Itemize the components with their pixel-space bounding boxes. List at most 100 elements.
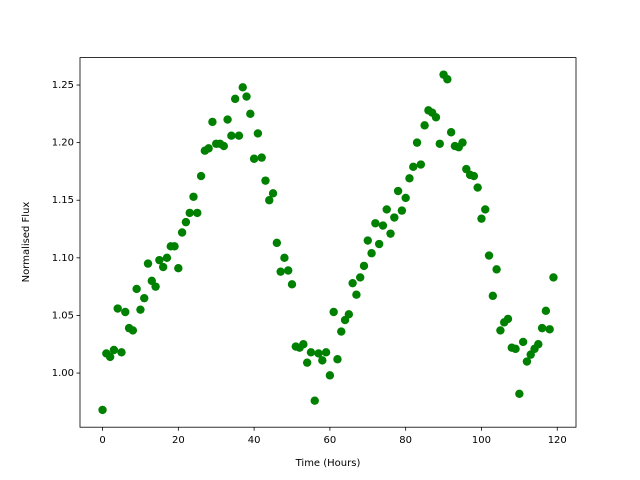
point <box>393 186 403 196</box>
point <box>374 239 384 249</box>
point <box>284 266 293 275</box>
point <box>302 358 312 367</box>
point <box>492 265 501 274</box>
point <box>333 355 342 364</box>
point <box>253 129 263 138</box>
point <box>299 340 308 349</box>
point <box>109 345 119 355</box>
point <box>227 131 236 140</box>
point <box>458 138 467 147</box>
point <box>416 160 426 169</box>
point <box>261 176 270 185</box>
point <box>140 293 149 303</box>
x-tick-label: 120 <box>548 435 567 446</box>
point <box>344 310 354 319</box>
x-axis-label: Time (Hours) <box>295 458 361 469</box>
x-tick-label: 20 <box>172 435 185 446</box>
point <box>189 192 198 201</box>
point <box>488 291 498 301</box>
point <box>534 340 543 349</box>
point <box>511 344 520 354</box>
point <box>522 357 532 366</box>
x-tick-label: 40 <box>248 435 261 446</box>
point <box>537 323 547 333</box>
point <box>219 141 228 151</box>
point <box>481 205 490 214</box>
point <box>325 371 335 380</box>
point <box>155 255 164 265</box>
point <box>367 249 376 258</box>
point <box>151 282 160 291</box>
point <box>484 251 494 260</box>
point <box>121 307 130 317</box>
point <box>98 405 107 415</box>
point <box>348 278 357 288</box>
point <box>477 214 486 223</box>
point <box>469 171 479 181</box>
point <box>177 228 187 237</box>
point <box>382 205 391 214</box>
point <box>204 144 213 153</box>
point <box>272 238 282 248</box>
point <box>238 83 247 92</box>
point <box>242 92 251 101</box>
y-tick-label: 1.25 <box>52 80 74 91</box>
point <box>518 337 528 347</box>
point <box>409 162 418 172</box>
point <box>545 325 554 334</box>
point <box>181 217 191 227</box>
point <box>246 109 255 119</box>
point <box>193 208 202 218</box>
point <box>446 128 456 137</box>
point <box>435 139 444 148</box>
y-tick-label: 1.20 <box>52 138 74 149</box>
axes-frame <box>79 57 577 428</box>
point <box>378 221 388 230</box>
point <box>128 326 138 335</box>
point <box>117 348 126 357</box>
point <box>310 396 319 405</box>
point <box>363 236 372 245</box>
point <box>503 314 513 324</box>
y-tick-label: 1.05 <box>52 310 74 321</box>
point <box>420 121 429 130</box>
point <box>386 229 395 238</box>
point <box>401 193 410 203</box>
point <box>359 261 369 271</box>
point <box>136 305 145 314</box>
point <box>314 349 323 358</box>
point <box>541 306 551 316</box>
point <box>105 352 115 362</box>
point <box>329 307 338 317</box>
point <box>280 253 289 263</box>
point <box>397 206 407 215</box>
point <box>143 259 153 268</box>
point <box>174 264 183 273</box>
point <box>185 208 194 218</box>
point <box>162 253 172 263</box>
point <box>158 262 168 272</box>
point <box>234 131 244 140</box>
point <box>321 348 331 357</box>
point <box>549 273 558 282</box>
point <box>473 183 482 192</box>
point <box>356 273 365 282</box>
point <box>287 280 297 289</box>
point <box>515 389 524 398</box>
y-tick-label: 1.15 <box>52 195 74 206</box>
point <box>318 356 327 365</box>
point <box>352 290 361 299</box>
point <box>230 94 240 104</box>
x-tick-label: 80 <box>399 435 412 446</box>
y-tick-label: 1.00 <box>52 368 74 379</box>
point <box>337 327 346 336</box>
point <box>276 267 285 276</box>
y-tick-label: 1.10 <box>52 253 74 264</box>
point <box>268 189 278 198</box>
point <box>196 171 206 181</box>
point <box>257 153 266 162</box>
point <box>113 304 122 313</box>
x-tick-label: 60 <box>324 435 337 446</box>
point <box>265 196 274 205</box>
